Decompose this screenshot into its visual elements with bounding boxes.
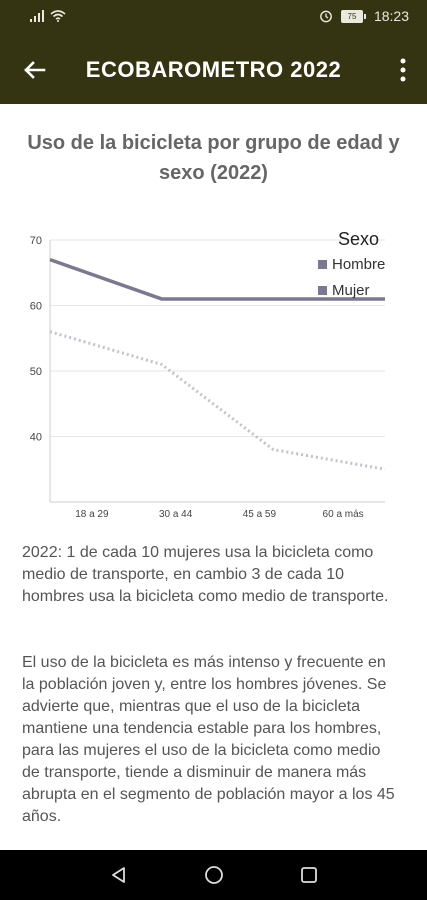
series-line-mujer (49, 330, 386, 471)
x-tick-label: 60 a más (323, 509, 364, 520)
legend-swatch (318, 286, 327, 295)
recents-square-icon[interactable] (300, 866, 318, 884)
battery-level: 75 (340, 9, 363, 23)
series-line-hombre (49, 257, 385, 301)
page-title: ECOBAROMETRO 2022 (85, 57, 342, 82)
alarm-icon (320, 10, 332, 23)
legend-swatch (318, 260, 327, 269)
content-area[interactable]: Uso de la bicicleta por grupo de edad y … (0, 104, 427, 850)
chart-title: Uso de la bicicleta por grupo de edad y … (27, 132, 400, 184)
legend-label: Hombre (332, 256, 385, 273)
signal-icon (30, 10, 44, 22)
y-tick-label: 50 (30, 366, 42, 378)
home-circle-icon[interactable] (204, 865, 224, 885)
y-tick-label: 40 (30, 432, 42, 444)
app-bar: ECOBAROMETRO 2022 (0, 36, 427, 104)
more-vertical-icon[interactable] (397, 56, 409, 84)
back-triangle-icon[interactable] (110, 866, 128, 884)
x-tick-label: 45 a 59 (243, 509, 277, 520)
status-bar: 75 18:23 (0, 0, 427, 36)
y-tick-label: 60 (30, 301, 42, 313)
y-tick-label: 70 (30, 235, 42, 247)
x-tick-label: 18 a 29 (75, 509, 109, 520)
x-tick-label: 30 a 44 (159, 509, 193, 520)
legend-title: Sexo (338, 229, 379, 249)
paragraph-summary: 2022: 1 de cada 10 mujeres usa la bicicl… (22, 544, 389, 605)
arrow-left-icon[interactable] (18, 54, 50, 86)
legend-label: Mujer (332, 282, 370, 299)
wifi-icon (50, 10, 66, 22)
clock: 18:23 (373, 8, 409, 24)
battery-icon: 75 (340, 9, 366, 23)
paragraph-analysis: El uso de la bicicleta es más intenso y … (22, 654, 395, 825)
line-chart: 40 50 60 70 18 a 29 30 a 44 45 a 59 60 a más Sex… (30, 229, 386, 520)
system-nav-bar (0, 850, 427, 900)
